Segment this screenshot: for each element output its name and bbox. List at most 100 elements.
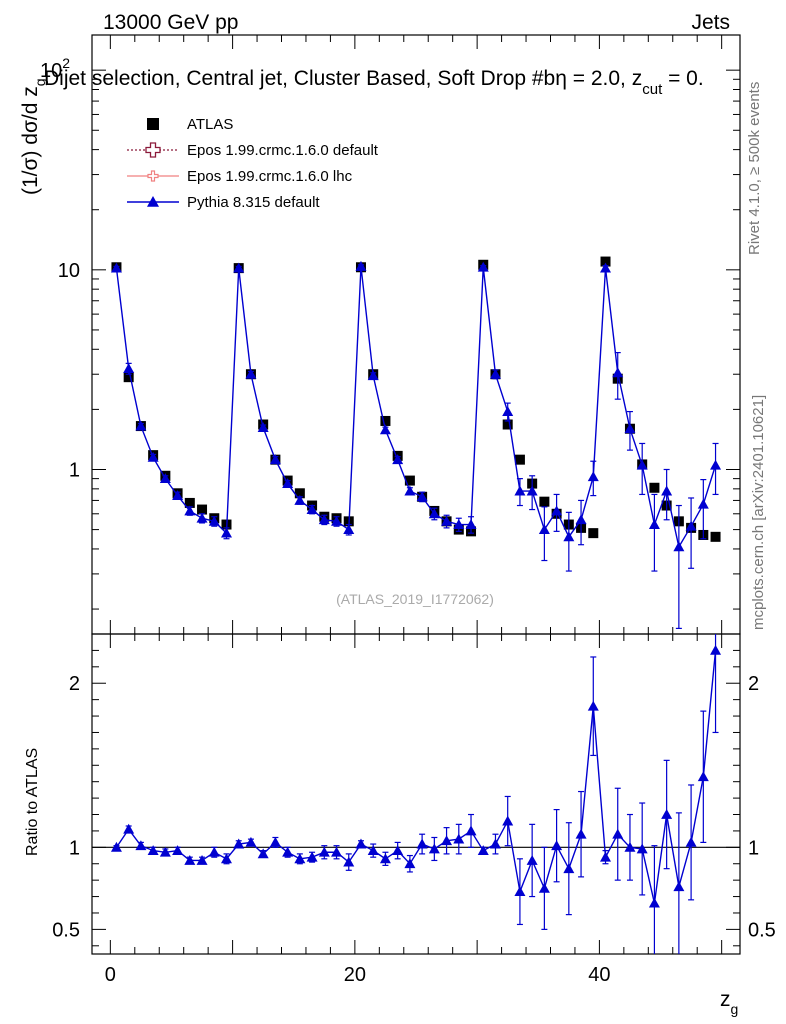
atlas-point [588, 528, 599, 539]
pythia-point [147, 451, 159, 462]
ratio-point [624, 841, 636, 852]
ratio-point [612, 828, 624, 839]
atlas-point [123, 372, 134, 383]
pythia-point [220, 527, 232, 538]
ratio-point [526, 854, 538, 865]
x-tick-label: 0 [105, 964, 116, 986]
pythia-point [453, 519, 465, 529]
atlas-point [539, 496, 550, 507]
pythia-point [343, 524, 355, 534]
rivet-label: Rivet 4.1.0, ≥ 500k events [746, 82, 763, 255]
atlas-point [710, 531, 721, 542]
atlas-point [294, 488, 305, 499]
pythia-point [685, 520, 697, 531]
pythia-point [575, 514, 587, 525]
ratio-point [648, 897, 660, 908]
y-tick-label: 10 [58, 260, 80, 282]
chart-title-tail: = 0. [662, 67, 703, 90]
pythia-point [159, 473, 171, 484]
ratio-point [379, 853, 391, 864]
pythia-point [110, 262, 122, 273]
pythia-point [208, 515, 220, 526]
pythia-point [624, 423, 636, 434]
analysis-watermark: (ATLAS_2019_I1772062) [336, 591, 494, 607]
ratio-point [269, 836, 281, 847]
chart-title-sub: cut [642, 81, 663, 98]
ratio-point [551, 840, 563, 851]
pythia-point [477, 261, 489, 272]
ratio-tick-label: 2 [69, 673, 80, 695]
ratio-point [489, 838, 501, 849]
pythia-point [489, 368, 501, 379]
pythia-point [233, 262, 245, 273]
pythia-point [318, 514, 330, 525]
pythia-point [367, 370, 379, 381]
ratio-point [294, 853, 306, 864]
energy-label: 13000 GeV pp [103, 11, 238, 34]
pythia-point [416, 491, 428, 502]
ratio-point [575, 828, 587, 839]
ratio-tick-label-right: 1 [748, 837, 759, 859]
pythia-point [636, 459, 648, 470]
pythia-point [600, 262, 612, 273]
legend-label: ATLAS [187, 116, 233, 133]
ratio-point [196, 854, 208, 865]
pythia-point [331, 515, 343, 526]
x-axis-label-main: z [720, 988, 731, 1011]
ratio-point [710, 644, 722, 655]
ratio-point [245, 836, 257, 847]
y-tick-label: 1 [69, 459, 80, 481]
ratio-point [282, 846, 294, 857]
ratio-point [465, 825, 477, 836]
ratio-point [367, 845, 379, 856]
ratio-point [135, 840, 147, 851]
ratio-point [110, 841, 122, 852]
ratio-panel-data [110, 634, 722, 954]
ratio-point [208, 846, 220, 857]
pythia-point [526, 485, 538, 496]
pythia-point [502, 406, 514, 416]
x-axis-label-sub: g [731, 1001, 739, 1017]
process-label: Jets [691, 11, 730, 34]
ratio-point [685, 836, 697, 847]
pythia-point [697, 498, 709, 509]
legend-label: Epos 1.99.crmc.1.6.0 default [187, 142, 379, 159]
pythia-point [245, 368, 257, 379]
pythia-point [392, 454, 404, 465]
ratio-point [331, 846, 343, 857]
pythia-point [587, 471, 599, 482]
ratio-point [306, 851, 318, 862]
atlas-point [380, 415, 391, 426]
ratio-point [318, 846, 330, 857]
pythia-point [612, 367, 624, 378]
pythia-point [184, 505, 196, 516]
pythia-point [465, 519, 477, 529]
x-tick-label: 20 [344, 964, 366, 986]
pythia-point [282, 478, 294, 488]
pythia-point [379, 424, 391, 435]
x-axis-label: zg [720, 988, 738, 1017]
pythia-point [710, 459, 722, 470]
pythia-point [404, 485, 416, 496]
pythia-point [196, 512, 208, 523]
pythia-point [355, 260, 367, 271]
legend-label: Epos 1.99.crmc.1.6.0 lhc [187, 168, 353, 185]
ratio-tick-label: 0.5 [52, 919, 80, 941]
ratio-point [428, 843, 440, 854]
y-tick-label: 102 [40, 55, 70, 82]
ratio-axis-label: Ratio to ATLAS [24, 748, 41, 856]
pythia-point [538, 524, 550, 534]
pythia-point [673, 541, 685, 552]
pythia-point [648, 519, 660, 529]
ratio-point [453, 833, 465, 844]
ratio-point [233, 838, 245, 849]
ratio-point [600, 851, 612, 862]
pythia-point [661, 485, 673, 496]
pythia-point [563, 531, 575, 542]
ratio-point [147, 845, 159, 856]
ratio-tick-label: 1 [69, 837, 80, 859]
atlas-point [649, 482, 660, 493]
ratio-point [563, 863, 575, 874]
ratio-point [355, 838, 367, 849]
